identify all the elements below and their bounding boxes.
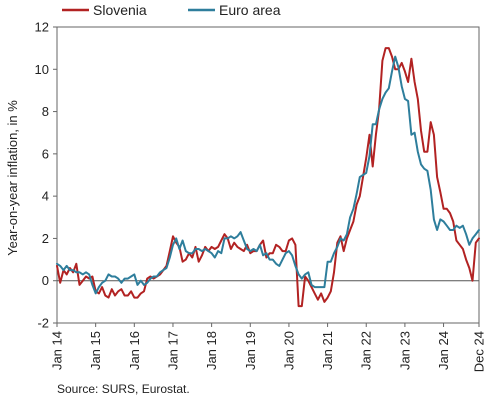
x-tick-label: Jan 20 (281, 331, 296, 370)
x-tick-label: Jan 24 (436, 331, 451, 370)
y-tick-label: 12 (35, 20, 49, 35)
plot-frame (56, 26, 480, 324)
x-axis: Jan 14 Jan 15 Jan 16 Jan 17 Jan 18 Jan 19 Jan … (50, 323, 487, 372)
x-tick-label: Jan 16 (127, 331, 142, 370)
x-tick-label: Jan 19 (243, 331, 258, 370)
x-tick-label: Dec 24 (472, 331, 487, 372)
source-note: Source: SURS, Eurostat. (57, 382, 190, 396)
x-tick-label: Jan 17 (165, 331, 180, 370)
y-tick-label: 2 (42, 231, 49, 246)
x-tick-label: Jan 18 (204, 331, 219, 370)
x-tick-label: Jan 22 (359, 331, 374, 370)
x-tick-label: Jan 23 (397, 331, 412, 370)
x-tick-label: Jan 14 (50, 331, 65, 370)
legend-label-slovenia: Slovenia (93, 2, 147, 18)
y-axis-title: Year-on-year inflation, in % (5, 100, 20, 256)
series-line-euro-area (56, 55, 480, 295)
y-axis: -2 0 2 4 6 8 10 12 (35, 20, 57, 331)
y-tick-label: 10 (35, 62, 49, 77)
legend-label-euro-area: Euro area (219, 2, 281, 18)
y-tick-label: 6 (42, 146, 49, 161)
x-tick-label: Jan 21 (320, 331, 335, 370)
series-layer (56, 47, 480, 308)
legend: Slovenia Euro area (62, 2, 281, 18)
y-tick-label: 0 (42, 273, 49, 288)
y-tick-label: 4 (42, 189, 49, 204)
series-line-slovenia (56, 47, 480, 308)
x-tick-label: Jan 15 (88, 331, 103, 370)
y-tick-label: 8 (42, 104, 49, 119)
y-tick-label: -2 (37, 316, 49, 331)
